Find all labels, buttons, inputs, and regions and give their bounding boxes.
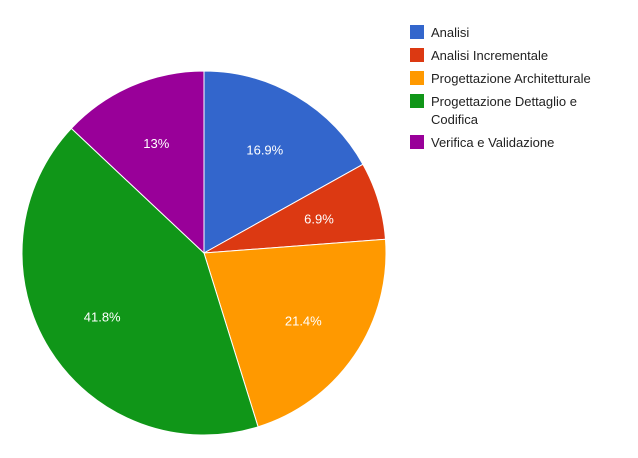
pie-slice[interactable] — [21, 127, 259, 436]
legend-label: Codifica — [431, 112, 479, 127]
slice-data-label: 16.9% — [246, 142, 283, 157]
slice-labels: 16.9% 6.9% 21.4% 41.8% 13% — [84, 136, 334, 329]
legend-label: Progettazione Architetturale — [431, 71, 591, 86]
legend-item[interactable]: Progettazione Dettaglio e Codifica — [410, 94, 577, 127]
slice-data-label: 21.4% — [285, 314, 322, 329]
legend-swatch — [410, 48, 424, 62]
legend: Analisi Analisi Incrementale Progettazione… — [410, 25, 591, 150]
legend-item[interactable]: Analisi — [410, 25, 469, 40]
legend-label: Progettazione Dettaglio e — [431, 94, 577, 109]
pie-slice[interactable] — [70, 70, 205, 255]
legend-swatch — [410, 25, 424, 39]
legend-item[interactable]: Verifica e Validazione — [410, 135, 554, 150]
slice-data-label: 41.8% — [84, 310, 121, 325]
pie-slices — [21, 70, 387, 436]
legend-swatch — [410, 71, 424, 85]
legend-label: Analisi — [431, 25, 469, 40]
legend-swatch — [410, 135, 424, 149]
pie-slice[interactable] — [203, 70, 364, 254]
legend-label: Analisi Incrementale — [431, 48, 548, 63]
slice-data-label: 6.9% — [304, 211, 334, 226]
legend-label: Verifica e Validazione — [431, 135, 554, 150]
slice-data-label: 13% — [143, 136, 169, 151]
legend-item[interactable]: Analisi Incrementale — [410, 48, 548, 63]
pie-slice[interactable] — [203, 238, 387, 428]
legend-item[interactable]: Progettazione Architetturale — [410, 71, 591, 86]
legend-swatch — [410, 94, 424, 108]
